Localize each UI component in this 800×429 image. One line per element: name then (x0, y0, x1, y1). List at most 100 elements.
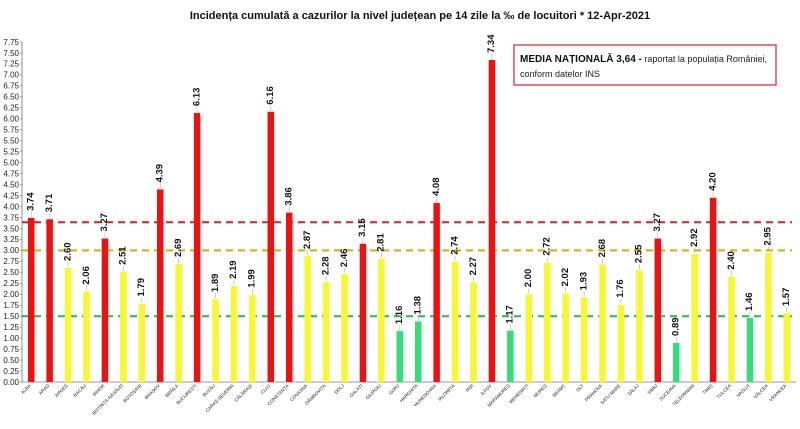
value-labels: 3.74 3.71 2.60 2.06 3.27 2.51 1.79 4.39 2.69 6.13… (26, 34, 792, 342)
annotation-bold: MEDIA NAȚIONALĂ 3,64 - (520, 52, 642, 65)
category-label: MUREȘ (533, 383, 548, 398)
value-label: 1.38 (413, 296, 424, 315)
value-label: 2.51 (118, 246, 129, 265)
value-label: 2.72 (542, 237, 553, 256)
y-tick-label: 1.50 (3, 312, 19, 321)
annotation-border (513, 44, 777, 86)
value-label: 1.16 (394, 306, 405, 325)
category-label: BRĂILA (164, 382, 180, 398)
y-tick-label: 4.25 (3, 191, 19, 200)
y-tick-label: 5.25 (3, 147, 19, 156)
value-label: 2.87 (302, 231, 313, 250)
category-label: GORJ (388, 383, 401, 396)
category-label: TIMIȘ (702, 383, 714, 395)
category-label: GIURGIU (365, 383, 382, 400)
y-tick-label: 4.00 (3, 202, 19, 211)
bar (617, 304, 625, 382)
category-label: GALAȚI (349, 383, 364, 398)
category-label: DOLJ (333, 383, 345, 395)
value-label: 1.76 (615, 279, 626, 298)
category-label: IALOMIȚA (437, 383, 456, 402)
bar (470, 282, 477, 382)
bar (64, 267, 72, 382)
value-label: 4.39 (155, 164, 166, 183)
value-label: 1.93 (578, 272, 589, 291)
bar (175, 263, 182, 382)
value-label: 0.89 (671, 317, 682, 336)
y-tick-label: 0.25 (3, 367, 19, 376)
bar (507, 330, 514, 382)
bar (212, 299, 219, 382)
category-label: IAȘI (465, 383, 475, 393)
y-tick-label: 6.75 (3, 82, 19, 91)
annotation-line2: conform datelor INS (520, 69, 600, 79)
value-label: 2.06 (81, 266, 92, 285)
value-label: 6.13 (191, 88, 202, 107)
bar (580, 297, 588, 382)
category-label: CĂLĂRAȘI (233, 382, 253, 402)
y-tick-label: 0.00 (3, 378, 19, 387)
bar (599, 264, 606, 382)
category-label: MEHEDINȚI (508, 383, 529, 404)
bar (783, 313, 791, 382)
value-label: 2.69 (173, 238, 184, 257)
category-label: ILFOV (480, 383, 494, 397)
bar (451, 261, 459, 382)
value-label: 6.16 (265, 86, 276, 105)
y-tick-label: 7.50 (3, 49, 19, 58)
value-label: 2.00 (523, 269, 534, 288)
annotation-line1: MEDIA NAȚIONALĂ 3,64 - raportat la popul… (520, 52, 767, 65)
category-label: SIBIU (646, 383, 658, 395)
category-label: BIHOR (92, 383, 106, 397)
value-label: 2.92 (689, 228, 700, 247)
bar (378, 258, 385, 382)
bar (433, 203, 440, 382)
bar (488, 59, 496, 383)
bar (249, 294, 256, 382)
value-label: 1.89 (210, 274, 221, 293)
category-label: CLUJ (260, 383, 272, 395)
value-label: 2.95 (763, 226, 774, 245)
bar (359, 243, 367, 382)
bar (304, 256, 311, 382)
bar (709, 197, 717, 382)
value-label: 1.79 (136, 278, 147, 297)
bar (414, 321, 422, 382)
value-label: 3.27 (99, 213, 110, 232)
category-label: BRAȘOV (144, 383, 162, 401)
bar (267, 111, 275, 383)
category-label: BUZĂU (201, 382, 216, 397)
category-labels: ALBA ARAD ARGEȘ BACĂU BIHORBISTRIȚA-NĂSĂUDBO… (20, 382, 788, 416)
y-tick-label: 2.00 (3, 290, 19, 299)
category-label: BISTRIȚA-NĂSĂUD (91, 382, 125, 416)
bar (691, 253, 698, 382)
value-label: 1.99 (247, 269, 258, 288)
bars (27, 59, 791, 383)
value-label: 2.02 (560, 268, 571, 287)
category-label: VASLUI (736, 383, 751, 398)
value-label: 1.57 (781, 288, 792, 307)
bar (193, 113, 201, 382)
national-average-annotation: MEDIA NAȚIONALĂ 3,64 - raportat la popul… (513, 44, 777, 86)
y-tick-label: 6.50 (3, 93, 19, 102)
y-tick-label: 5.00 (3, 158, 19, 167)
y-tick-label: 7.00 (3, 71, 19, 80)
value-label: 4.20 (707, 172, 718, 191)
bar (120, 271, 127, 382)
bar (672, 342, 680, 382)
y-tick-label: 5.75 (3, 126, 19, 135)
reference-lines (22, 221, 792, 318)
annotation-text1: raportat la populația României, (642, 54, 767, 64)
bar (396, 331, 404, 382)
bar (83, 291, 90, 382)
bar (543, 262, 551, 382)
y-tick-label: 1.25 (3, 323, 19, 332)
category-label: NEAMȚ (551, 383, 566, 398)
bar (46, 219, 53, 382)
bar (562, 293, 569, 382)
value-label: 2.55 (634, 244, 645, 263)
y-tick-label: 3.75 (3, 213, 19, 222)
bar (27, 217, 35, 382)
value-label: 7.34 (486, 34, 497, 53)
